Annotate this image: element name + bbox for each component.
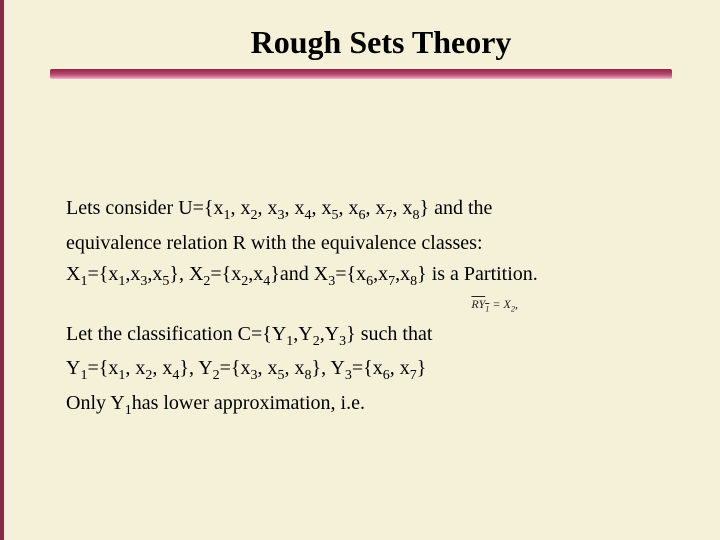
sub: 7 (410, 368, 417, 383)
text: ={x (87, 263, 118, 285)
text: has lower approximation, i.e. (132, 392, 365, 414)
sub: 1 (286, 334, 293, 349)
sub: 8 (413, 208, 420, 223)
text: } such that (346, 323, 432, 345)
text: X (66, 263, 80, 285)
line-2: equivalence relation R with the equivale… (66, 230, 660, 257)
text: }, X (169, 263, 203, 285)
sub: 6 (366, 274, 373, 289)
title-area: Rough Sets Theory (2, 0, 720, 79)
left-accent-edge (2, 0, 4, 540)
text: } (417, 357, 427, 379)
text: Lets consider U={x (66, 197, 224, 219)
page-title: Rough Sets Theory (2, 24, 720, 61)
sub: 5 (278, 368, 285, 383)
text: RY (471, 297, 485, 311)
sub: 1 (118, 368, 125, 383)
text: ={x (352, 357, 383, 379)
text: Let the classification C={Y (66, 323, 286, 345)
text: Y (66, 357, 80, 379)
sub: 6 (359, 208, 366, 223)
sub: 2 (213, 368, 220, 383)
sub: 3 (251, 368, 258, 383)
sub: 8 (305, 368, 312, 383)
title-underline (50, 69, 672, 79)
sub: 3 (345, 368, 352, 383)
sub: 7 (388, 274, 395, 289)
text: ={x (87, 357, 118, 379)
text: ={x (335, 263, 366, 285)
sub: 2 (251, 208, 258, 223)
text: }, Y (312, 357, 345, 379)
text: } and the (420, 197, 493, 219)
line-3: X1={x1,x3,x5}, X2={x2,x4}and X3={x6,x7,x… (66, 261, 660, 292)
line-5: Y1={x1, x2, x4}, Y2={x3, x5, x8}, Y3={x6… (66, 355, 660, 386)
sub: 1 (118, 274, 125, 289)
formula-lhs: RY1 (471, 297, 489, 311)
sub: 3 (278, 208, 285, 223)
text: }, Y (179, 357, 212, 379)
text: }and X (270, 263, 328, 285)
sub: 3 (140, 274, 147, 289)
sub: 5 (332, 208, 339, 223)
sub: 7 (386, 208, 393, 223)
sub: 2 (241, 274, 248, 289)
sub: 6 (383, 368, 390, 383)
line-6: Only Y1has lower approximation, i.e. (66, 390, 660, 421)
text: } is a Partition. (417, 263, 538, 285)
sub: 1 (125, 403, 132, 418)
text: ={x (220, 357, 251, 379)
body-content: Lets consider U={x1, x2, x3, x4, x5, x6,… (2, 79, 720, 421)
text: , (515, 297, 518, 311)
text: ={x (210, 263, 241, 285)
text: = X (489, 297, 510, 311)
line-4: Let the classification C={Y1,Y2,Y3} such… (66, 321, 660, 352)
sub: 2 (313, 334, 320, 349)
text: Only Y (66, 392, 125, 414)
line-1: Lets consider U={x1, x2, x3, x4, x5, x6,… (66, 195, 660, 226)
sub: 2 (145, 368, 152, 383)
sub: 4 (305, 208, 312, 223)
formula: RY1 = X2, (66, 296, 660, 315)
sub: 1 (224, 208, 231, 223)
slide: Rough Sets Theory Lets consider U={x1, x… (0, 0, 720, 540)
